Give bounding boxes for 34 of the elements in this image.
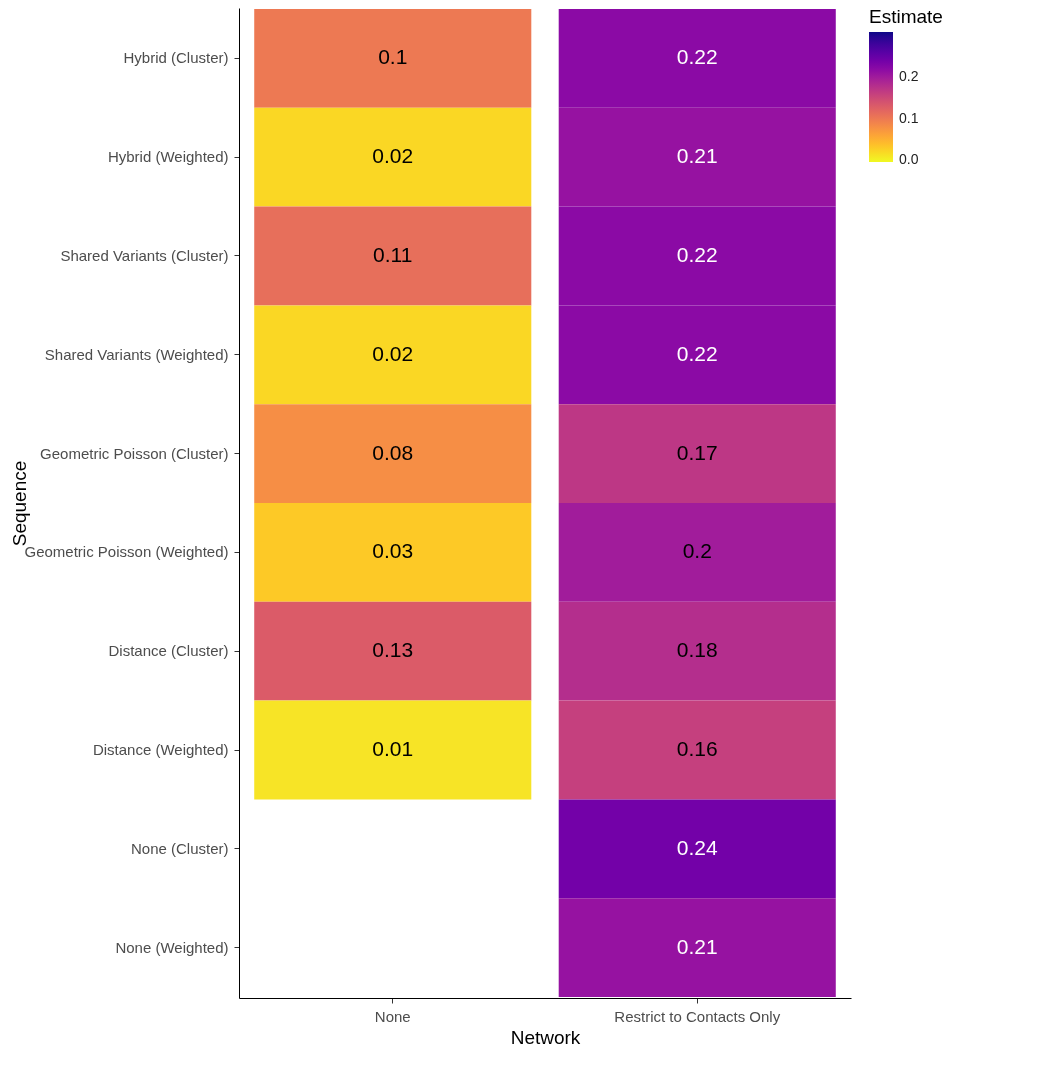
data-label: 0.16 [676, 737, 718, 761]
color-bar-label: 0.1 [899, 109, 919, 126]
y-tick-label: Hybrid (Cluster) [123, 49, 229, 67]
data-label: 0.02 [372, 144, 414, 168]
color-bar-label: 0.0 [899, 150, 919, 167]
data-label: 0.22 [676, 45, 718, 69]
x-tick-label: Restrict to Contacts Only [614, 1007, 781, 1025]
x-tick-label: None [374, 1007, 411, 1025]
data-label: 0.01 [372, 737, 414, 761]
y-tick-label: Distance (Cluster) [108, 642, 229, 660]
data-label: 0.02 [372, 341, 414, 365]
color-bar-title: Estimate [869, 6, 943, 27]
data-label: 0.03 [372, 539, 414, 563]
y-tick-label: Distance (Weighted) [92, 741, 229, 759]
data-label: 0.13 [372, 638, 414, 662]
y-tick-label: Shared Variants (Cluster) [60, 246, 229, 264]
data-label: 0.2 [682, 539, 712, 563]
data-label: 0.22 [676, 242, 718, 266]
y-tick-label: Shared Variants (Weighted) [44, 345, 229, 363]
data-label: 0.21 [676, 144, 718, 168]
data-label: 0.22 [676, 341, 718, 365]
data-label: 0.21 [676, 934, 718, 958]
y-tick-label: Hybrid (Weighted) [107, 148, 229, 166]
data-label: 0.24 [676, 835, 718, 859]
color-bar-label: 0.2 [899, 68, 919, 85]
y-tick-label: None (Weighted) [115, 938, 229, 956]
data-label: 0.18 [676, 638, 718, 662]
y-tick-label: None (Cluster) [130, 839, 229, 857]
data-label: 0.11 [373, 242, 413, 266]
x-axis-title: Network [510, 1026, 581, 1048]
data-label: 0.17 [676, 440, 718, 464]
data-label: 0.1 [378, 45, 408, 69]
y-tick-label: Geometric Poisson (Cluster) [40, 444, 229, 462]
data-label: 0.08 [372, 440, 414, 464]
